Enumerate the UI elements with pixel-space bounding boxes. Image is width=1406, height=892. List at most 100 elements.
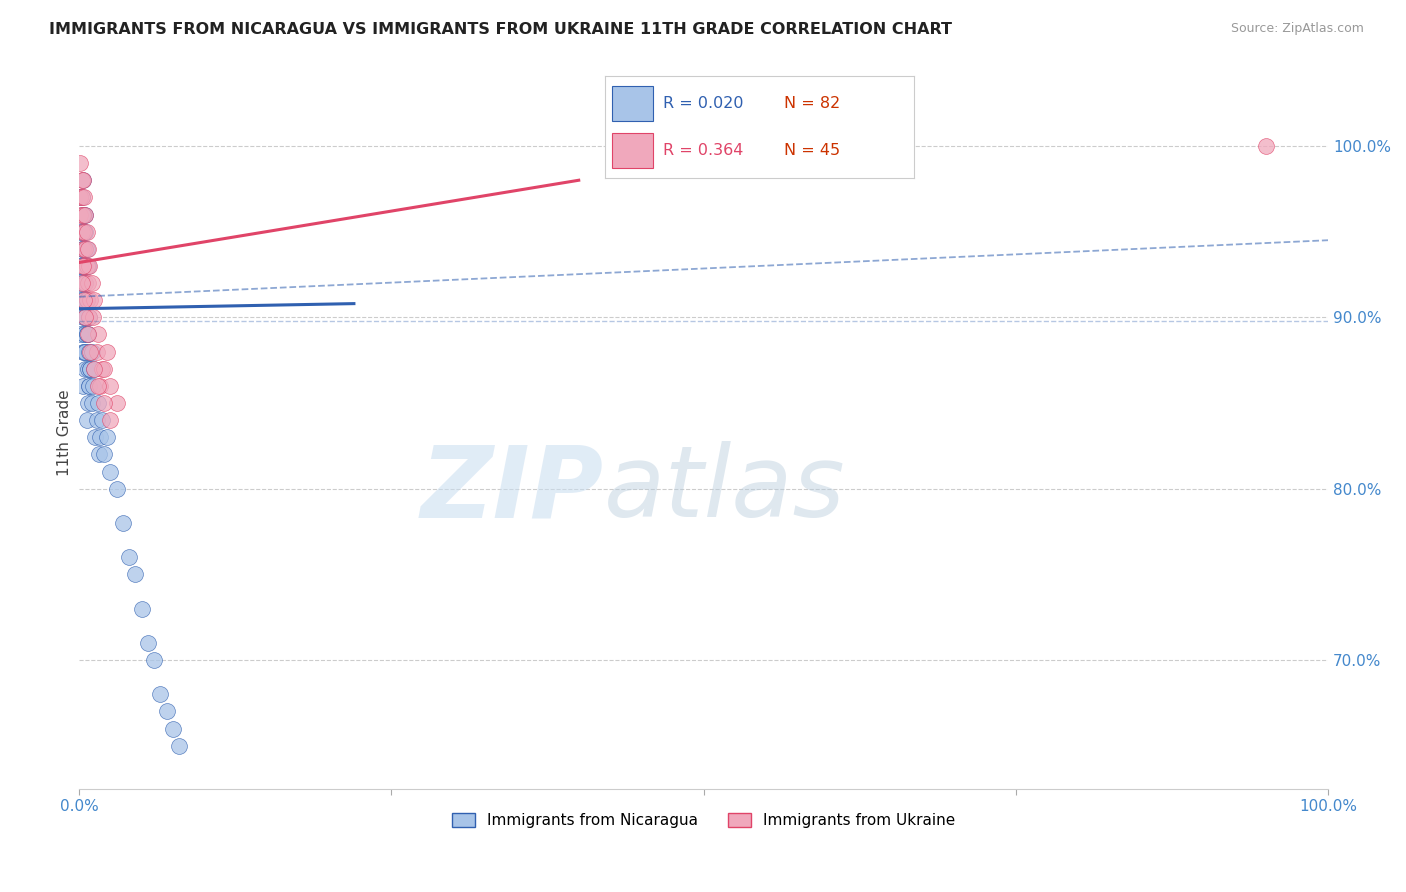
Bar xyxy=(613,87,652,121)
Point xyxy=(73,225,96,239)
Point xyxy=(118,550,141,565)
Point xyxy=(79,361,101,376)
Point xyxy=(77,310,100,325)
Point xyxy=(73,344,96,359)
Point xyxy=(72,207,94,221)
Point xyxy=(73,327,96,342)
Text: Source: ZipAtlas.com: Source: ZipAtlas.com xyxy=(1230,22,1364,36)
Bar xyxy=(613,133,652,168)
Text: R = 0.364: R = 0.364 xyxy=(664,144,744,158)
Y-axis label: 11th Grade: 11th Grade xyxy=(58,390,72,476)
Point xyxy=(75,344,97,359)
Point xyxy=(70,190,93,204)
Point xyxy=(70,259,93,273)
Point xyxy=(70,225,93,239)
Point xyxy=(77,344,100,359)
Point xyxy=(77,310,100,325)
Point xyxy=(76,396,98,410)
Point xyxy=(98,413,121,427)
Point xyxy=(72,242,94,256)
Point xyxy=(82,310,104,325)
Point xyxy=(79,344,101,359)
Point xyxy=(69,156,91,170)
Point xyxy=(98,465,121,479)
Point xyxy=(90,413,112,427)
Point xyxy=(77,379,100,393)
Point xyxy=(75,207,97,221)
Point xyxy=(69,190,91,204)
Point xyxy=(77,259,100,273)
Point xyxy=(79,293,101,308)
Point xyxy=(149,687,172,701)
Point xyxy=(75,361,97,376)
Point xyxy=(79,361,101,376)
Point xyxy=(72,344,94,359)
Point xyxy=(69,225,91,239)
Point xyxy=(76,413,98,427)
Point xyxy=(76,344,98,359)
Point xyxy=(76,327,98,342)
Point xyxy=(72,310,94,325)
Point xyxy=(96,430,118,444)
Point xyxy=(131,601,153,615)
Point xyxy=(76,225,98,239)
Point xyxy=(86,344,108,359)
Point xyxy=(83,361,105,376)
Point xyxy=(76,293,98,308)
Point xyxy=(73,207,96,221)
Point xyxy=(73,327,96,342)
Point xyxy=(69,190,91,204)
Point xyxy=(124,567,146,582)
Point xyxy=(86,413,108,427)
Point xyxy=(72,173,94,187)
Point xyxy=(72,242,94,256)
Text: ZIP: ZIP xyxy=(420,442,603,539)
Point xyxy=(96,344,118,359)
Point xyxy=(87,327,110,342)
Point xyxy=(93,396,115,410)
Point xyxy=(73,310,96,325)
Point xyxy=(76,327,98,342)
Point xyxy=(143,653,166,667)
Legend: Immigrants from Nicaragua, Immigrants from Ukraine: Immigrants from Nicaragua, Immigrants fr… xyxy=(446,807,962,834)
Point xyxy=(72,379,94,393)
Text: N = 45: N = 45 xyxy=(785,144,841,158)
Point xyxy=(72,259,94,273)
Point xyxy=(73,242,96,256)
Point xyxy=(77,379,100,393)
Text: R = 0.020: R = 0.020 xyxy=(664,96,744,111)
Point xyxy=(76,327,98,342)
Point xyxy=(69,259,91,273)
Point xyxy=(72,207,94,221)
Point xyxy=(1254,139,1277,153)
Point xyxy=(70,225,93,239)
Point xyxy=(83,361,105,376)
Point xyxy=(72,276,94,290)
Point xyxy=(75,242,97,256)
Point xyxy=(76,276,98,290)
Point xyxy=(87,447,110,461)
Point xyxy=(136,636,159,650)
Point xyxy=(76,361,98,376)
Point xyxy=(69,207,91,221)
Point xyxy=(73,259,96,273)
Point xyxy=(69,259,91,273)
Point xyxy=(75,310,97,325)
Point xyxy=(80,276,103,290)
Text: IMMIGRANTS FROM NICARAGUA VS IMMIGRANTS FROM UKRAINE 11TH GRADE CORRELATION CHAR: IMMIGRANTS FROM NICARAGUA VS IMMIGRANTS … xyxy=(49,22,952,37)
Point xyxy=(70,207,93,221)
Point xyxy=(76,242,98,256)
Point xyxy=(69,276,91,290)
Point xyxy=(70,242,93,256)
Point xyxy=(89,430,111,444)
Point xyxy=(80,396,103,410)
Point xyxy=(73,293,96,308)
Point xyxy=(162,722,184,736)
Point xyxy=(69,327,91,342)
Point xyxy=(75,276,97,290)
Point xyxy=(70,276,93,290)
Point xyxy=(75,225,97,239)
Point xyxy=(73,190,96,204)
Point xyxy=(72,293,94,308)
Point xyxy=(76,259,98,273)
